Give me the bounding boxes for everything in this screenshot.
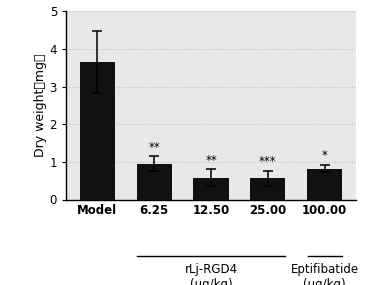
Text: ***: *** [259,155,277,168]
Bar [250,178,286,200]
Bar [193,178,229,200]
Y-axis label: Dry weight（mg）: Dry weight（mg） [34,54,47,157]
Bar [80,62,115,200]
Text: **: ** [148,141,160,154]
Bar [307,169,342,200]
Text: Eptifibatide
(μg/kg): Eptifibatide (μg/kg) [291,263,359,285]
Text: rLj-RGD4
(μg/kg): rLj-RGD4 (μg/kg) [185,263,237,285]
Text: **: ** [205,154,217,167]
Text: *: * [322,149,328,162]
Bar [137,164,172,200]
